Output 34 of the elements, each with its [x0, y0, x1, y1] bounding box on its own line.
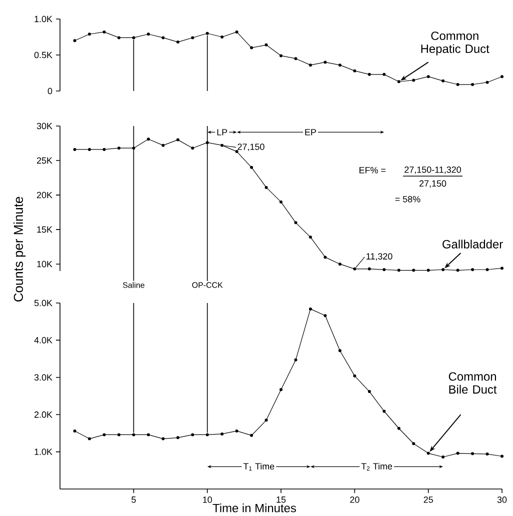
y-tick-label: 5.0K: [34, 300, 52, 306]
y-tick-label: 4.0K: [34, 337, 52, 344]
annotation: 11,320: [366, 253, 392, 261]
y-tick-label: 15K: [37, 226, 52, 233]
annotation: 27,150-11,320: [404, 166, 461, 174]
x-tick-label: 10: [203, 496, 212, 503]
y-tick-label: 20K: [36, 192, 52, 198]
x-tick-label: 25: [424, 496, 433, 503]
y-tick-label: 2.0K: [34, 411, 52, 418]
annotation: EF% =: [360, 167, 386, 174]
annotation: = 58%: [395, 196, 420, 202]
y-tick-label: 25K: [36, 157, 52, 164]
x-tick-label: 20: [350, 496, 360, 503]
x-tick-label: 30: [497, 496, 507, 503]
y-tick-label: 1.0K: [34, 16, 52, 22]
y-tick-label: 0: [48, 88, 52, 94]
y-tick-label: 1.0K: [34, 448, 52, 455]
y-tick-label: 3.0K: [34, 374, 52, 381]
annotation: LP: [217, 129, 228, 136]
x-tick-label: 15: [276, 496, 286, 503]
y-axis-title: Counts per Minute: [13, 196, 26, 302]
annotation: EP: [305, 129, 316, 136]
y-tick-label: 0.5K: [34, 52, 52, 58]
x-tick-label: 5: [132, 496, 136, 503]
x-axis-title: Time in Minutes: [212, 504, 296, 512]
series-label: Common Hepatic Duct: [421, 32, 490, 56]
annotation: T$_{1}$ Time: [243, 462, 274, 470]
annotation: 27,150: [419, 180, 446, 188]
annotation: T$_{2}$ Time: [361, 462, 392, 470]
annotation: 27,150: [238, 144, 264, 152]
series-label: Gallbladder: [442, 240, 503, 248]
y-tick-label: 10K: [37, 260, 52, 268]
y-tick-label: 30K: [36, 122, 52, 130]
text: Common Bile Duct: [448, 372, 497, 394]
